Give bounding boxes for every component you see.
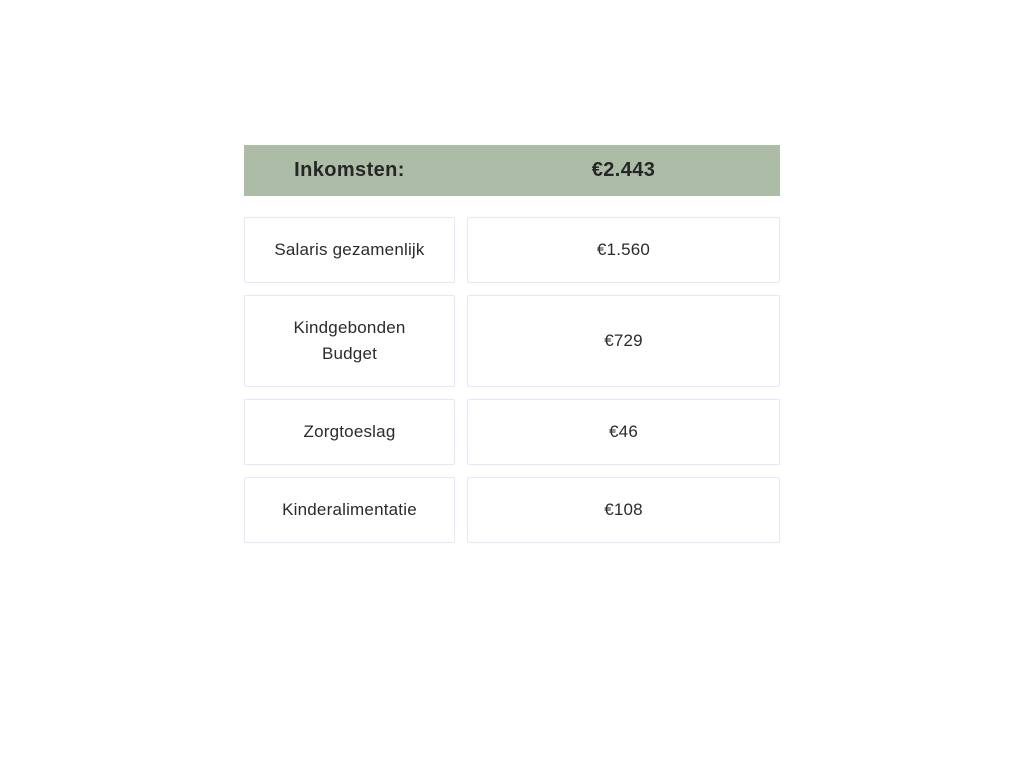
table-row: Kindgebonden Budget €729 [244, 295, 780, 387]
income-table: Inkomsten: €2.443 Salaris gezamenlijk €1… [244, 145, 780, 555]
income-value-cell: €46 [467, 399, 780, 465]
income-label-cell: Salaris gezamenlijk [244, 217, 455, 283]
income-label-cell: Kinderalimentatie [244, 477, 455, 543]
income-label-cell: Zorgtoeslag [244, 399, 455, 465]
income-label-cell: Kindgebonden Budget [244, 295, 455, 387]
income-header: Inkomsten: €2.443 [244, 145, 780, 196]
table-row: Salaris gezamenlijk €1.560 [244, 217, 780, 283]
income-value-cell: €1.560 [467, 217, 780, 283]
table-row: Zorgtoeslag €46 [244, 399, 780, 465]
income-value-cell: €729 [467, 295, 780, 387]
income-header-label: Inkomsten: [294, 159, 405, 181]
table-row: Kinderalimentatie €108 [244, 477, 780, 543]
income-header-total: €2.443 [591, 159, 656, 181]
income-value-cell: €108 [467, 477, 780, 543]
